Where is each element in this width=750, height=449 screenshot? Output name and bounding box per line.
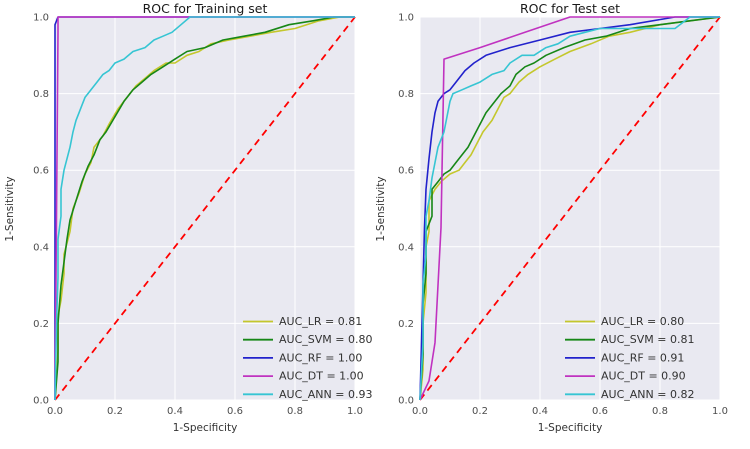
- legend-label-svm: AUC_SVM = 0.80: [279, 333, 372, 346]
- y-tick-label: 0.0: [33, 396, 49, 407]
- roc-training-plot: 0.0 0.2 0.4 0.6 0.8 1.0 0.0 0.2 0.4 0.6 0.8 1.0 AUC_…: [4, 1, 372, 434]
- legend-label-lr: AUC_LR = 0.81: [279, 315, 362, 328]
- x-tick-label: 0.4: [532, 406, 548, 417]
- y-tick-label: 0.4: [398, 242, 414, 253]
- y-tick-label: 1.0: [398, 13, 414, 24]
- x-tick-label: 0.4: [167, 406, 183, 417]
- roc-curve-dt: [419, 16, 720, 401]
- roc-curve-ann: [419, 16, 720, 401]
- x-tick-label: 0.8: [652, 406, 668, 417]
- x-tick-label: 0.8: [287, 406, 303, 417]
- x-tick-label: 0.6: [227, 406, 243, 417]
- x-axis-label: 1-Specificity: [538, 422, 603, 434]
- y-tick-label: 0.6: [33, 166, 49, 177]
- x-tick-label: 0.0: [47, 406, 63, 417]
- x-tick-label: 0.0: [412, 406, 428, 417]
- x-tick-label: 1.0: [347, 406, 363, 417]
- x-tick-label: 1.0: [712, 406, 728, 417]
- x-axis-label: 1-Specificity: [173, 422, 238, 434]
- y-tick-label: 0.4: [33, 242, 49, 253]
- legend-label-svm: AUC_SVM = 0.81: [601, 333, 694, 346]
- y-tick-label: 1.0: [33, 13, 49, 24]
- legend-label-ann: AUC_ANN = 0.93: [279, 388, 372, 401]
- chart-title: ROC for Training set: [143, 1, 268, 16]
- roc-curve-rf: [419, 16, 720, 401]
- y-tick-label: 0.8: [398, 89, 414, 100]
- roc-curve-svm: [54, 16, 355, 401]
- roc-curve-svm: [419, 16, 721, 401]
- x-tick-label: 0.6: [592, 406, 608, 417]
- plot-content-test: 0.0 0.2 0.4 0.6 0.8 1.0 0.0 0.2 0.4 0.6 0.8 1.0 AUC_…: [398, 13, 728, 418]
- y-axis-label: 1-Sensitivity: [4, 176, 16, 241]
- y-tick-label: 0.6: [398, 166, 414, 177]
- diagonal-chance-line: [54, 16, 356, 401]
- roc-curve-ann: [54, 16, 355, 401]
- legend-label-rf: AUC_RF = 1.00: [279, 351, 362, 364]
- legend-label-dt: AUC_DT = 1.00: [279, 370, 364, 383]
- y-tick-label: 0.0: [398, 396, 414, 407]
- chart-title: ROC for Test set: [520, 1, 620, 16]
- y-tick-label: 0.8: [33, 89, 49, 100]
- legend-label-dt: AUC_DT = 0.90: [601, 370, 686, 383]
- x-tick-label: 0.2: [107, 406, 123, 417]
- roc-training-subplot: 0.0 0.2 0.4 0.6 0.8 1.0 0.0 0.2 0.4 0.6 0.8 1.0 AUC_…: [4, 1, 372, 434]
- legend-label-lr: AUC_LR = 0.80: [601, 315, 684, 328]
- y-tick-label: 0.2: [33, 319, 49, 330]
- legend-label-ann: AUC_ANN = 0.82: [601, 388, 694, 401]
- y-tick-label: 0.2: [398, 319, 414, 330]
- plot-content-training: 0.0 0.2 0.4 0.6 0.8 1.0 0.0 0.2 0.4 0.6 0.8 1.0 AUC_…: [33, 13, 372, 418]
- diagonal-chance-line: [419, 16, 721, 401]
- roc-test-plot: 0.0 0.2 0.4 0.6 0.8 1.0 0.0 0.2 0.4 0.6 0.8 1.0 AUC_…: [375, 1, 728, 434]
- roc-test-subplot: 0.0 0.2 0.4 0.6 0.8 1.0 0.0 0.2 0.4 0.6 0.8 1.0 AUC_…: [375, 0, 750, 449]
- legend-label-rf: AUC_RF = 0.91: [601, 351, 684, 364]
- x-tick-label: 0.2: [472, 406, 488, 417]
- y-axis-label: 1-Sensitivity: [375, 176, 387, 241]
- roc-curve-lr: [419, 16, 721, 401]
